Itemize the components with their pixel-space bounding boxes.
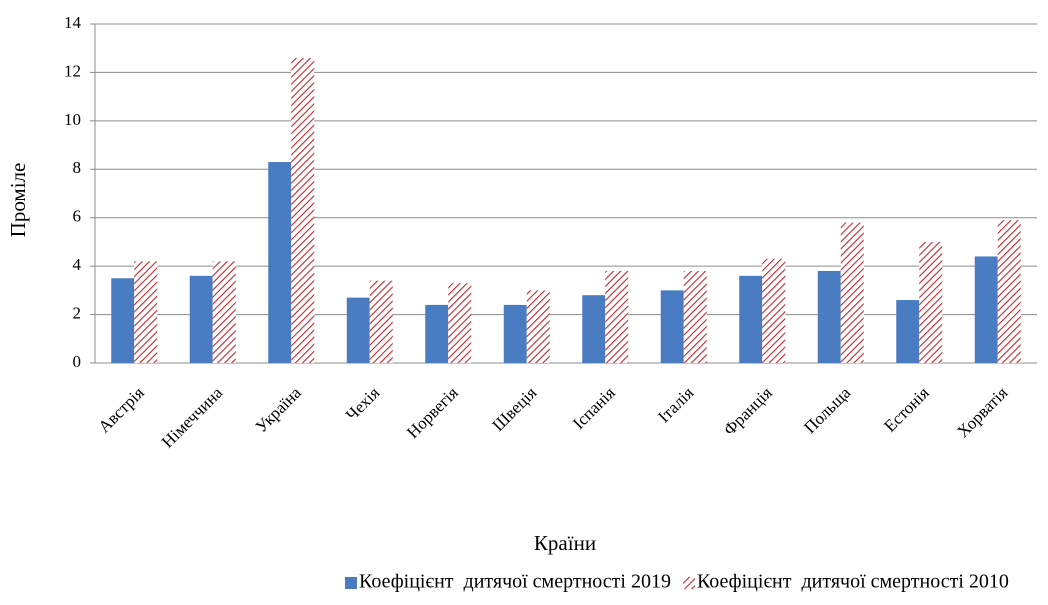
bar bbox=[683, 270, 707, 363]
x-tick-label: Естонія bbox=[880, 383, 933, 436]
y-tick-label: 0 bbox=[73, 352, 82, 371]
y-tick-label: 2 bbox=[73, 303, 82, 322]
x-tick-label: Франція bbox=[720, 383, 776, 439]
bar bbox=[582, 295, 606, 363]
bar bbox=[896, 300, 920, 363]
legend-label: Коефіцієнт дитячої смертності 2010 bbox=[697, 571, 1009, 593]
bar bbox=[268, 162, 292, 363]
y-tick-label: 14 bbox=[64, 13, 82, 32]
bar bbox=[919, 241, 943, 363]
y-tick-label: 10 bbox=[64, 110, 81, 129]
bar bbox=[974, 256, 998, 363]
bar bbox=[212, 261, 236, 363]
bar bbox=[291, 57, 315, 364]
bar bbox=[425, 304, 449, 363]
bar bbox=[526, 290, 550, 363]
legend-swatch bbox=[345, 577, 357, 589]
bar bbox=[840, 222, 864, 363]
bar bbox=[134, 261, 158, 363]
x-tick-label: Норвегія bbox=[403, 383, 462, 442]
x-tick-label: Україна bbox=[252, 383, 306, 437]
bar bbox=[346, 297, 370, 363]
bar bbox=[111, 278, 135, 363]
y-axis-label: Проміле bbox=[6, 163, 30, 238]
y-tick-label: 12 bbox=[64, 61, 81, 80]
legend-label: Коефіцієнт дитячої смертності 2019 bbox=[359, 571, 671, 593]
bar bbox=[605, 270, 629, 363]
x-tick-label: Хорватія bbox=[953, 383, 1011, 441]
legend-swatch bbox=[682, 577, 695, 589]
y-tick-label: 4 bbox=[73, 255, 82, 274]
x-tick-label: Польща bbox=[800, 383, 854, 437]
bar bbox=[997, 220, 1021, 363]
y-tick-label: 8 bbox=[73, 158, 82, 177]
bar bbox=[189, 275, 213, 363]
x-tick-label: Німеччина bbox=[158, 383, 227, 452]
x-tick-label: Іспанія bbox=[569, 383, 619, 433]
x-tick-label: Швеція bbox=[489, 383, 541, 435]
bar bbox=[369, 280, 393, 363]
x-tick-label: Австрія bbox=[94, 383, 147, 436]
x-tick-label: Італія bbox=[654, 383, 697, 426]
bar bbox=[817, 270, 841, 363]
bar bbox=[762, 258, 786, 363]
bar bbox=[660, 290, 684, 363]
bar bbox=[739, 275, 763, 363]
bar bbox=[448, 283, 472, 363]
x-tick-label: Чехія bbox=[342, 383, 383, 424]
bar bbox=[503, 304, 527, 363]
x-axis-label: Країни bbox=[534, 531, 596, 555]
y-tick-label: 6 bbox=[73, 207, 82, 226]
